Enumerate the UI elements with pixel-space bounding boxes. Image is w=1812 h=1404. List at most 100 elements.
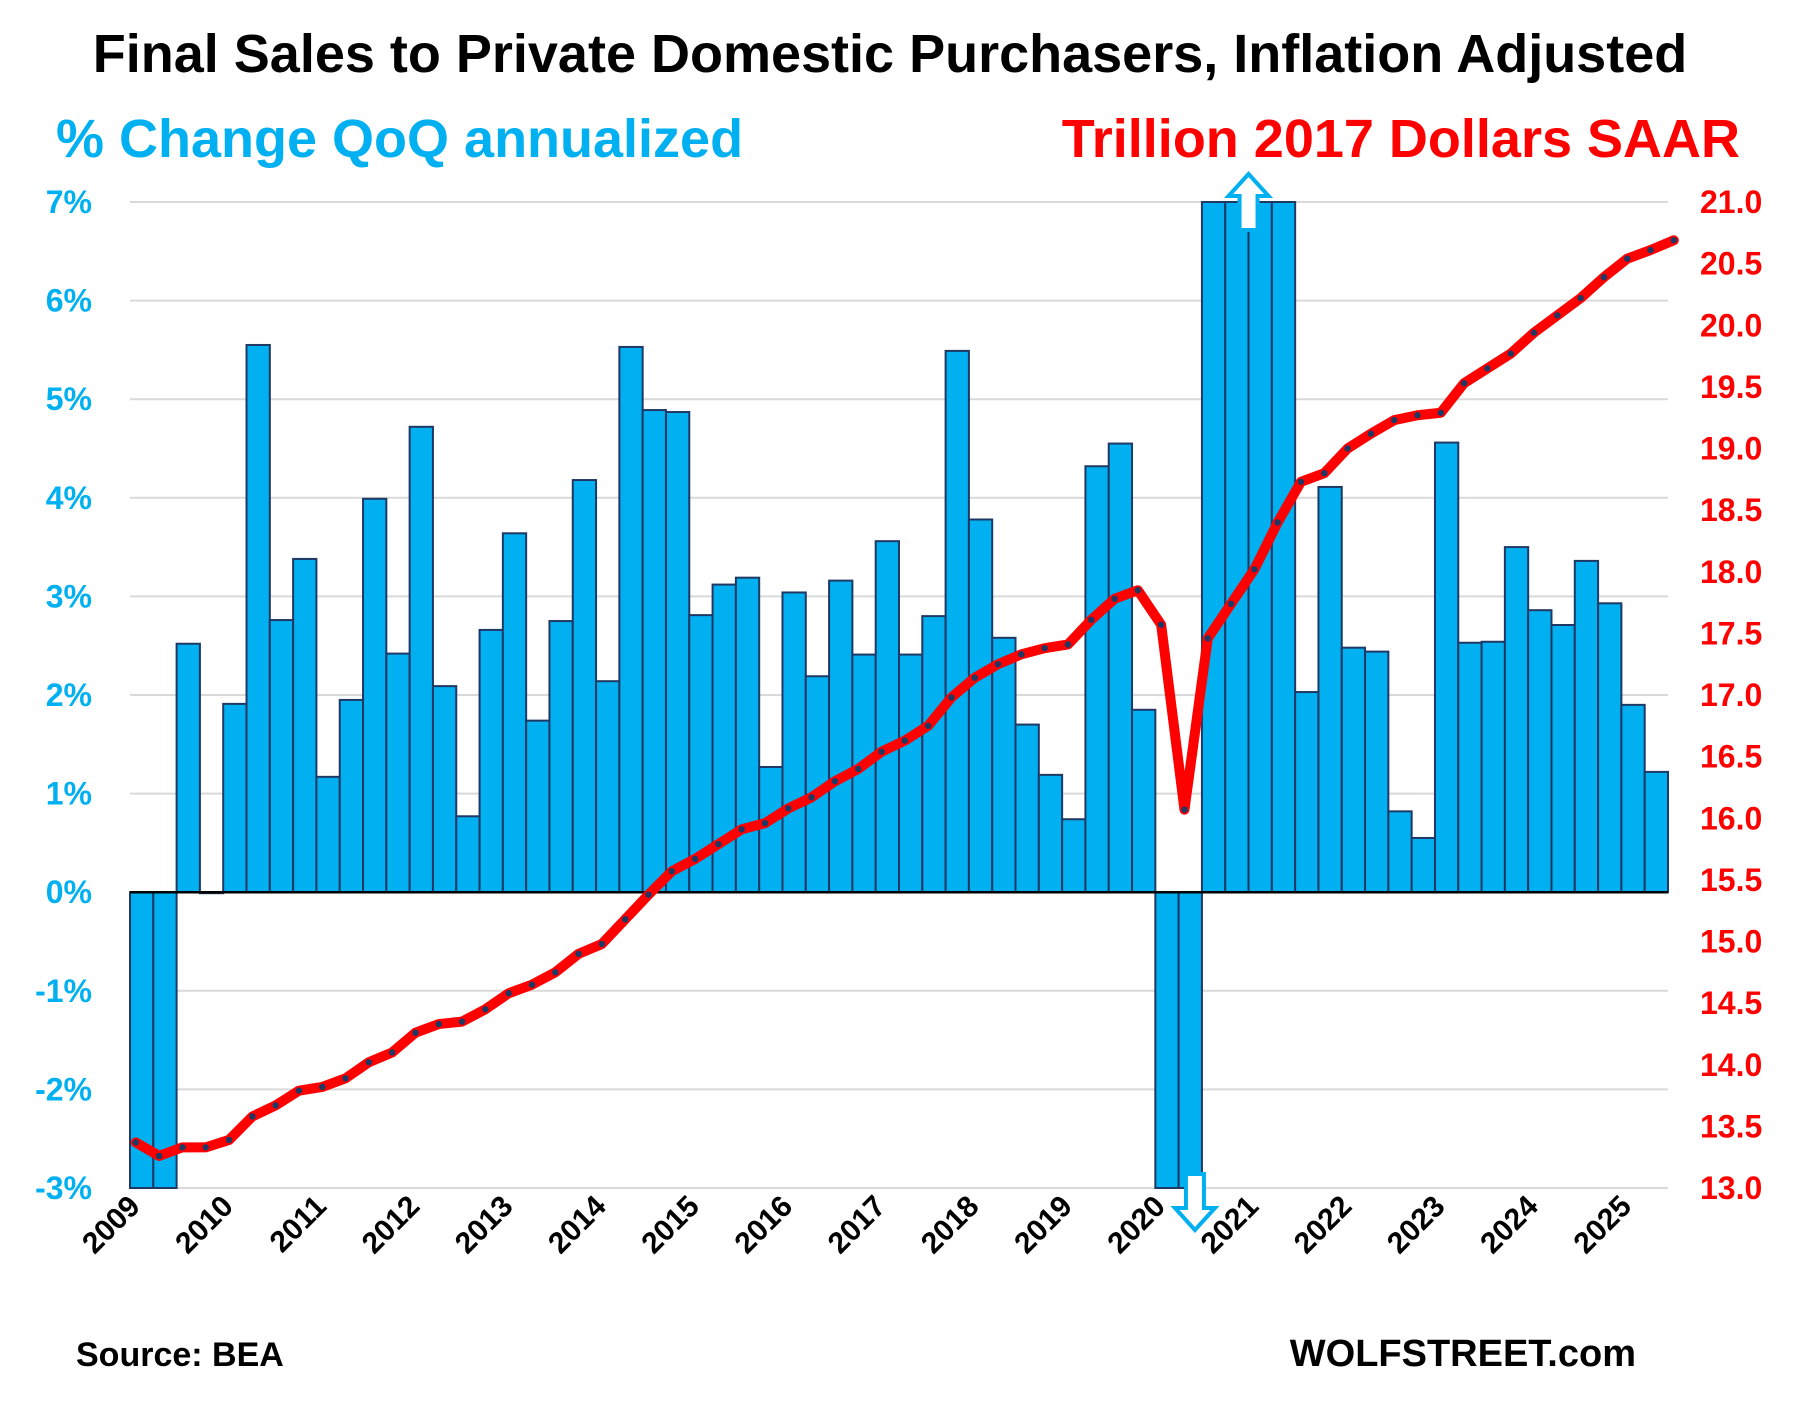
bar [758,765,784,894]
bar [245,343,271,894]
right-tick-label: 20.0 [1700,307,1762,343]
bar [268,619,295,894]
clip-arrows [1170,171,1274,1233]
line-point [1018,651,1025,658]
bar [501,532,528,894]
line-point [1367,430,1375,437]
bar [1317,485,1343,894]
right-tick-label: 14.5 [1700,985,1762,1021]
x-tick-label: 2013 [449,1190,520,1261]
bar [1527,609,1553,894]
right-tick-label: 16.0 [1700,800,1762,836]
up-arrow-icon [1224,171,1274,232]
line-point [878,748,885,755]
right-tick-label: 19.0 [1700,431,1762,467]
bar [478,628,504,894]
line-point [458,1018,466,1025]
source-note: Source: BEA [76,1336,284,1374]
bar [618,345,644,894]
line-point [1670,237,1678,244]
line-point [948,694,955,701]
bar [548,620,574,894]
bar [1014,723,1040,894]
line-point [668,868,675,875]
bar [525,719,551,894]
line-point [1227,600,1235,607]
brand-label: WOLFSTREET.com [1290,1333,1636,1375]
bar [1364,650,1390,894]
line-point [1157,621,1165,628]
bar [991,636,1017,894]
line-point [225,1136,233,1144]
bar [967,518,994,894]
right-tick-label: 17.5 [1700,615,1762,651]
bar [1480,640,1506,894]
x-tick-label: 2018 [915,1190,986,1261]
right-tick-label: 16.5 [1700,739,1762,775]
bar [315,775,341,894]
line-point [761,819,769,827]
bar [571,479,598,894]
x-tick-label: 2010 [169,1190,240,1261]
bar [1224,201,1250,894]
line-point [1111,595,1118,603]
line-point [1460,379,1468,387]
bar [1550,623,1576,894]
x-tick-label: 2012 [356,1190,427,1261]
left-tick-label: 0% [46,874,92,910]
line-point [1414,412,1421,419]
line-point [1507,350,1514,357]
line-point [1181,806,1188,813]
line-point [1321,469,1328,477]
line-point [435,1020,442,1028]
line-point [412,1029,419,1036]
right-axis-ticks: 21.0 20.5 20.0 19.5 19.0 18.5 18.0 17.5 17.0 16.5… [1700,184,1762,1206]
bar [781,591,807,894]
line-point [1647,246,1654,254]
right-tick-label: 21.0 [1700,184,1762,220]
bar [1643,770,1669,894]
x-tick-label: 2022 [1288,1190,1359,1261]
left-tick-label: 3% [46,578,92,614]
x-tick-label: 2015 [635,1190,706,1261]
left-tick-label: 7% [46,184,92,220]
bar [338,698,365,894]
x-tick-label: 2016 [729,1190,800,1261]
line-point [1251,566,1258,573]
line-point [598,940,606,948]
left-tick-label: -2% [35,1071,92,1107]
bar [664,411,691,894]
right-tick-label: 13.5 [1700,1108,1762,1144]
line-point [831,778,839,785]
bar [1387,810,1413,894]
line-point [1344,445,1351,452]
line-point [1530,329,1538,336]
line-point [1390,416,1398,424]
bar [455,815,481,894]
line-point [738,826,745,833]
line-point [179,1144,186,1151]
x-tick-label: 2017 [822,1190,893,1261]
bar [1503,546,1530,894]
bar [921,615,947,894]
bar [1131,708,1157,894]
right-tick-label: 14.0 [1700,1047,1762,1083]
line-point [528,981,536,988]
line-point [808,794,815,801]
bar [1457,641,1483,894]
bar [1620,703,1646,894]
line-point [1600,273,1608,281]
bar [385,652,411,894]
bar [734,576,761,894]
line-point [1204,635,1211,642]
bar [898,653,924,894]
right-tick-label: 18.5 [1700,492,1762,528]
right-tick-label: 15.5 [1700,862,1762,898]
line-point [1041,644,1048,652]
line-point [994,660,1002,668]
line-point [1088,616,1095,624]
bar [1597,602,1623,894]
bar [1154,891,1180,1189]
line-point [202,1144,209,1151]
line-point [971,674,978,681]
